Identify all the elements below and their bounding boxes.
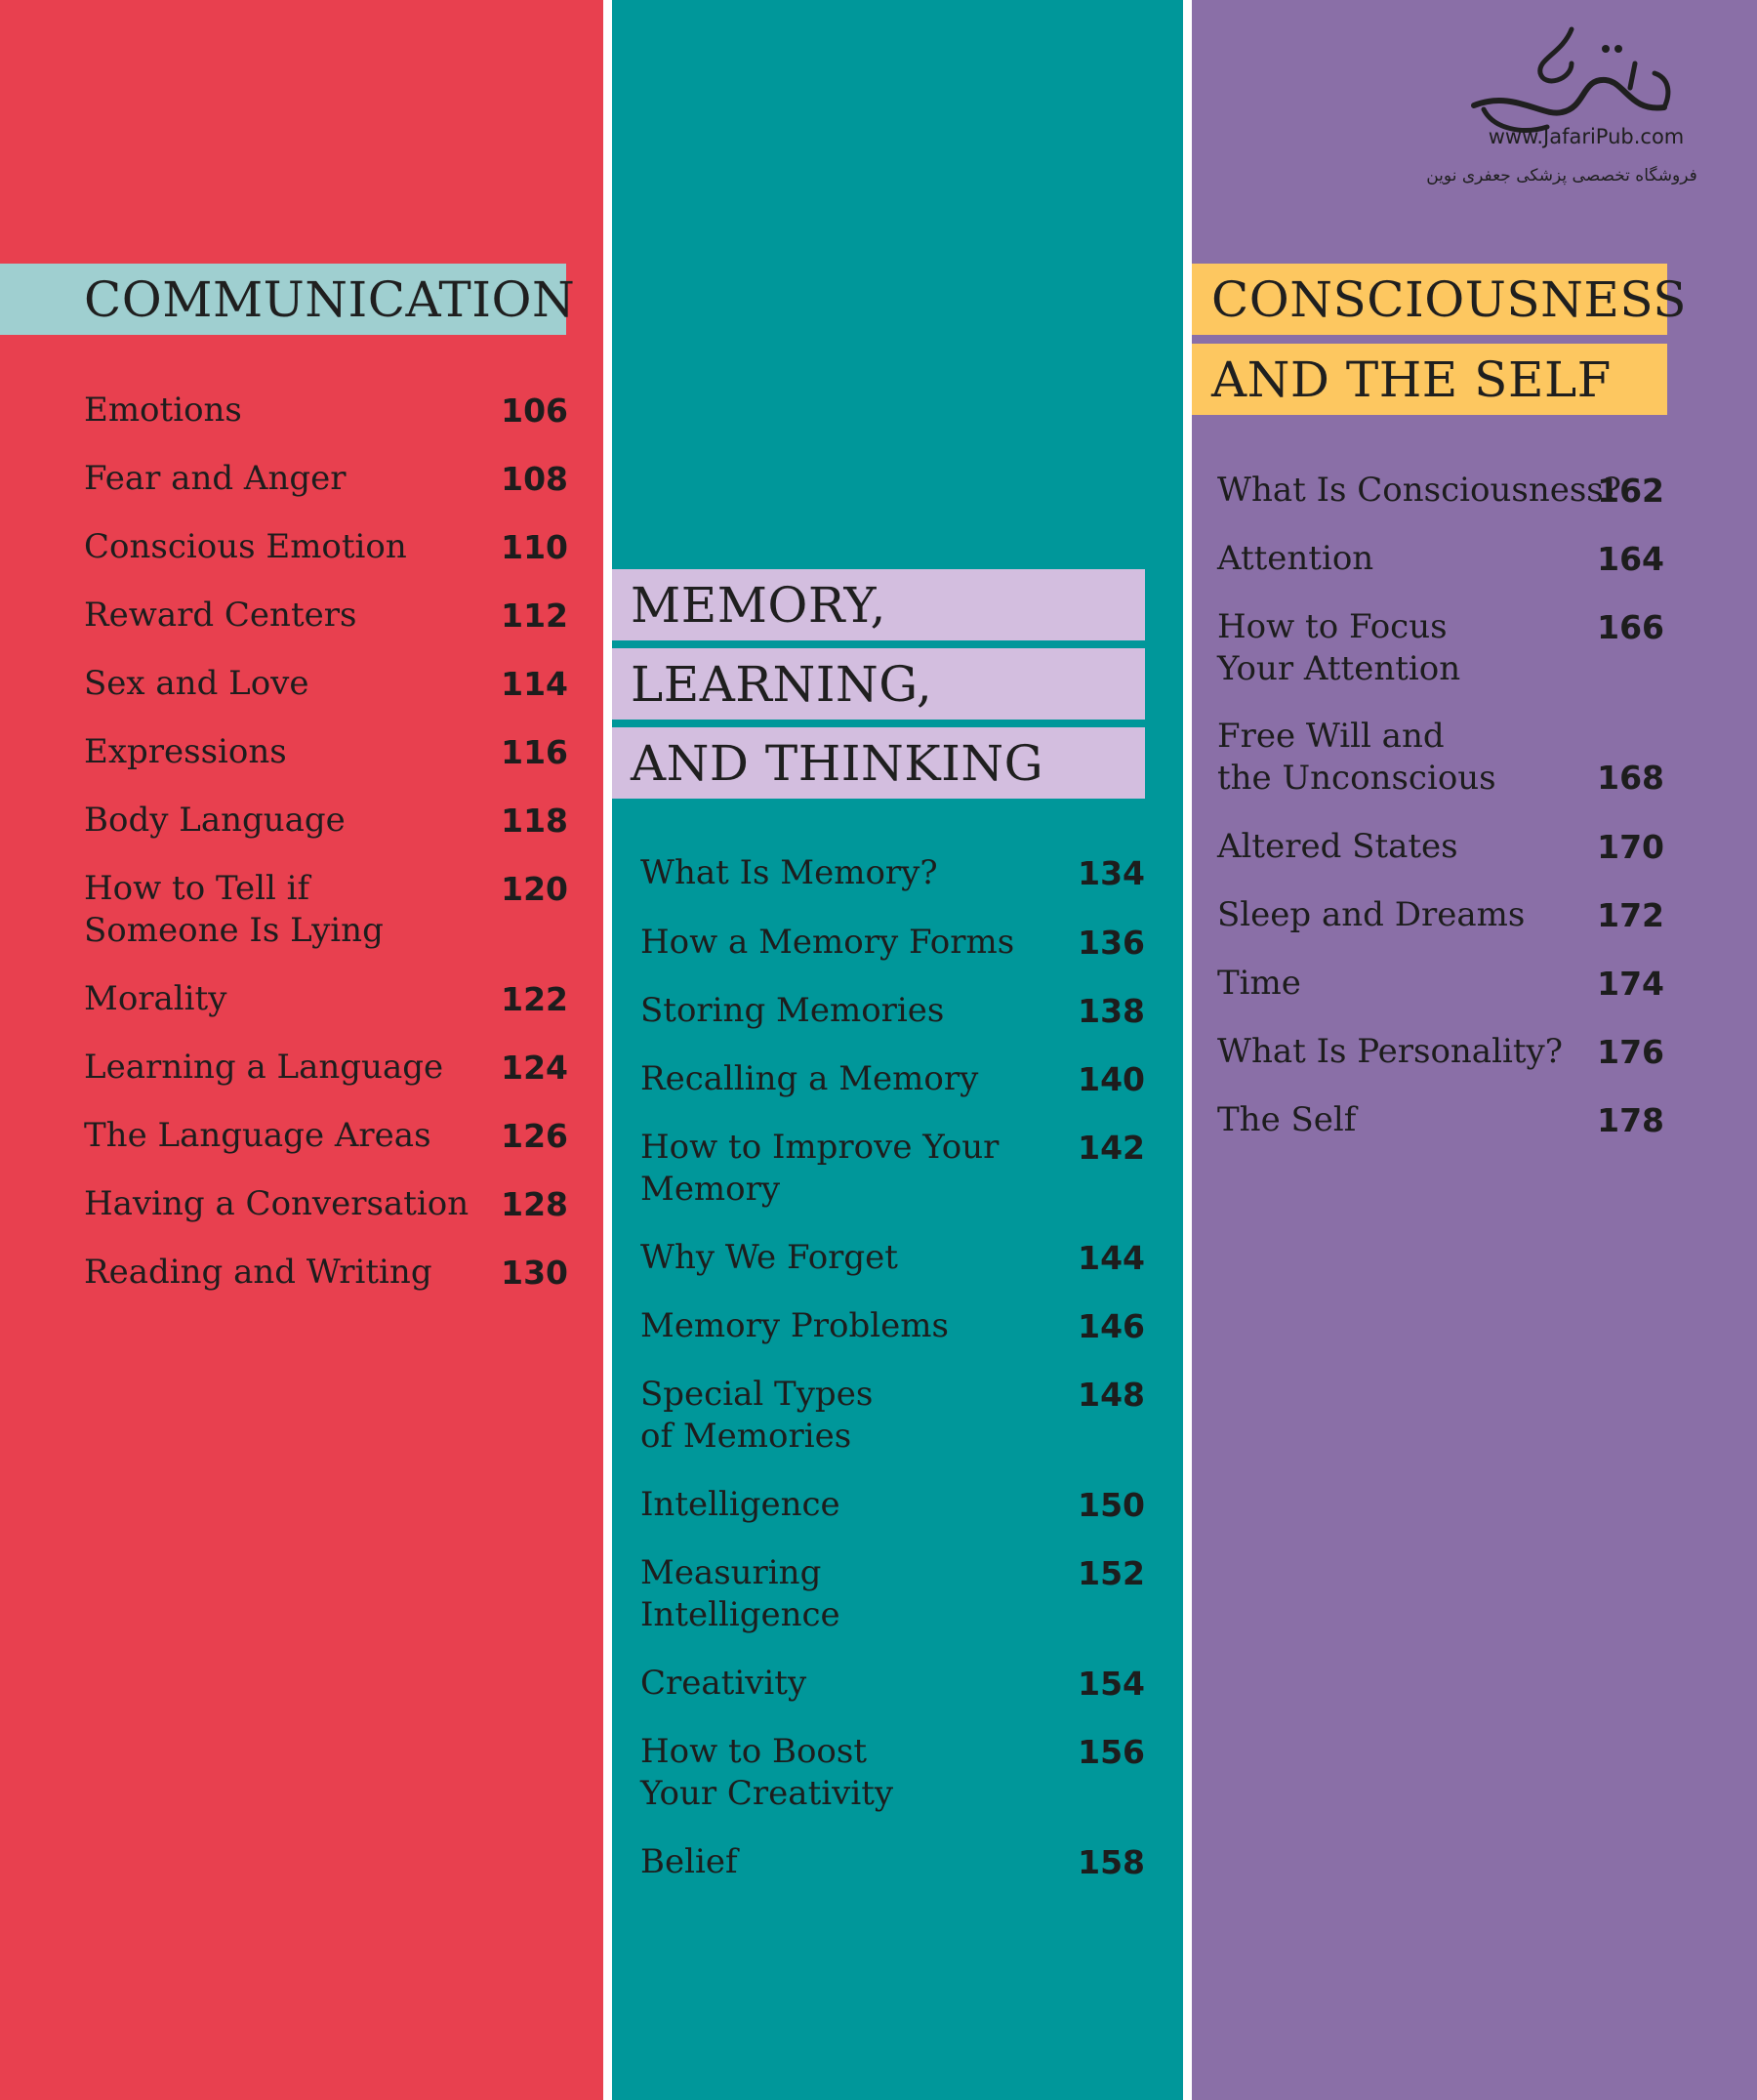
toc-entry-page: 166	[1597, 608, 1664, 646]
toc-entry-title: Creativity	[640, 1664, 807, 1703]
toc-entry-title: Fear and Anger	[84, 459, 347, 498]
toc-entry-page: 122	[501, 980, 568, 1018]
toc-entry-page: 124	[501, 1049, 568, 1087]
toc-entry-page: 168	[1597, 759, 1664, 797]
toc-entry-page: 126	[501, 1117, 568, 1155]
toc-entry-page: 106	[501, 391, 568, 430]
toc-entry-page: 108	[501, 460, 568, 498]
communication-heading-text: COMMUNICATION	[84, 270, 576, 328]
publisher-url[interactable]: www.JafariPub.com	[1488, 125, 1685, 148]
toc-entry-title: Measuring Intelligence	[640, 1553, 840, 1634]
toc-entry-page: 134	[1078, 854, 1145, 892]
toc-entry-title: How to Tell if Someone Is Lying	[84, 869, 384, 950]
toc-entry-title: Having a Conversation	[84, 1184, 470, 1223]
consciousness-heading-text-1: CONSCIOUSNESS	[1211, 270, 1688, 328]
toc-entry-title: Conscious Emotion	[84, 527, 407, 566]
toc-entry-title: Sleep and Dreams	[1217, 895, 1526, 934]
toc-entry-title: Emotions	[84, 391, 242, 430]
memory-heading-line-2: LEARNING,	[612, 648, 1145, 720]
toc-entry-page: 154	[1078, 1665, 1145, 1703]
toc-entry-title: Morality	[84, 979, 227, 1018]
toc-entry-title: Why We Forget	[640, 1238, 898, 1277]
consciousness-heading-text-2: AND THE SELF	[1211, 350, 1612, 408]
memory-heading-text-2: LEARNING,	[631, 655, 933, 713]
toc-entry-title: Free Will and the Unconscious	[1217, 717, 1496, 798]
toc-entry-title: Sex and Love	[84, 664, 309, 703]
publisher-logo-icon	[1471, 26, 1671, 133]
toc-entry-page: 158	[1078, 1843, 1145, 1881]
toc-entry-title: Expressions	[84, 732, 287, 771]
toc-entry-title: The Self	[1217, 1100, 1357, 1139]
toc-entry-title: The Language Areas	[84, 1116, 431, 1155]
toc-entry-page: 152	[1078, 1554, 1145, 1592]
toc-entry-page: 138	[1078, 992, 1145, 1030]
toc-entry-page: 148	[1078, 1376, 1145, 1414]
toc-entry-title: Storing Memories	[640, 991, 945, 1030]
toc-entry-page: 140	[1078, 1060, 1145, 1098]
toc-entry-page: 118	[501, 802, 568, 840]
toc-entry-title: Altered States	[1217, 827, 1458, 866]
communication-column	[0, 0, 603, 2100]
toc-entry-title: How a Memory Forms	[640, 923, 1015, 962]
toc-entry-page: 120	[501, 870, 568, 908]
toc-entry-page: 162	[1597, 472, 1664, 510]
toc-entry-page: 178	[1597, 1101, 1664, 1139]
communication-heading: COMMUNICATION	[0, 264, 575, 335]
consciousness-heading-line-2: AND THE SELF	[1192, 344, 1667, 415]
memory-heading-line-3: AND THINKING	[612, 727, 1145, 799]
toc-entry-title: Reward Centers	[84, 596, 357, 635]
toc-entry-title: Memory Problems	[640, 1306, 949, 1345]
toc-entry-title: Learning a Language	[84, 1048, 444, 1087]
toc-entry-page: 170	[1597, 828, 1664, 866]
toc-entry-page: 172	[1597, 896, 1664, 934]
toc-entry-page: 128	[501, 1185, 568, 1223]
publisher-tagline: فروشگاه تخصصی پزشکی جعفری نوین	[1426, 166, 1697, 185]
memory-column	[612, 0, 1183, 2100]
toc-entry-page: 156	[1078, 1733, 1145, 1771]
toc-entry-title: How to Focus Your Attention	[1217, 607, 1461, 688]
toc-entry-page: 144	[1078, 1239, 1145, 1277]
toc-entry-title: Time	[1217, 964, 1301, 1003]
toc-entry-title: What Is Personality?	[1217, 1032, 1563, 1071]
memory-heading-text-3: AND THINKING	[631, 734, 1044, 792]
consciousness-heading-line-1: CONSCIOUSNESS	[1192, 264, 1687, 335]
toc-entry-page: 174	[1597, 965, 1664, 1003]
toc-entry-title: Intelligence	[640, 1485, 840, 1524]
toc-entry-page: 146	[1078, 1307, 1145, 1345]
toc-entry-title: What Is Consciousness?	[1217, 471, 1621, 510]
toc-entry-page: 112	[501, 597, 568, 635]
toc-entry-title: How to Improve Your Memory	[640, 1128, 1000, 1209]
memory-heading-text-1: MEMORY,	[631, 576, 886, 634]
toc-entry-page: 114	[501, 665, 568, 703]
toc-entry-title: Belief	[640, 1842, 738, 1881]
toc-entry-title: Special Types of Memories	[640, 1375, 874, 1456]
toc-entry-page: 116	[501, 733, 568, 771]
toc-entry-title: How to Boost Your Creativity	[640, 1732, 894, 1813]
toc-entry-page: 150	[1078, 1486, 1145, 1524]
toc-entry-page: 136	[1078, 924, 1145, 962]
toc-entry-page: 110	[501, 528, 568, 566]
toc-entry-title: Attention	[1217, 539, 1374, 578]
toc-entry-title: What Is Memory?	[640, 853, 938, 892]
toc-entry-title: Recalling a Memory	[640, 1059, 979, 1098]
memory-heading-line-1: MEMORY,	[612, 569, 1145, 640]
toc-entry-page: 164	[1597, 540, 1664, 578]
toc-entry-title: Body Language	[84, 801, 346, 840]
toc-entry-page: 176	[1597, 1033, 1664, 1071]
toc-entry-page: 130	[501, 1254, 568, 1292]
toc-entry-page: 142	[1078, 1129, 1145, 1167]
toc-entry-title: Reading and Writing	[84, 1253, 432, 1292]
